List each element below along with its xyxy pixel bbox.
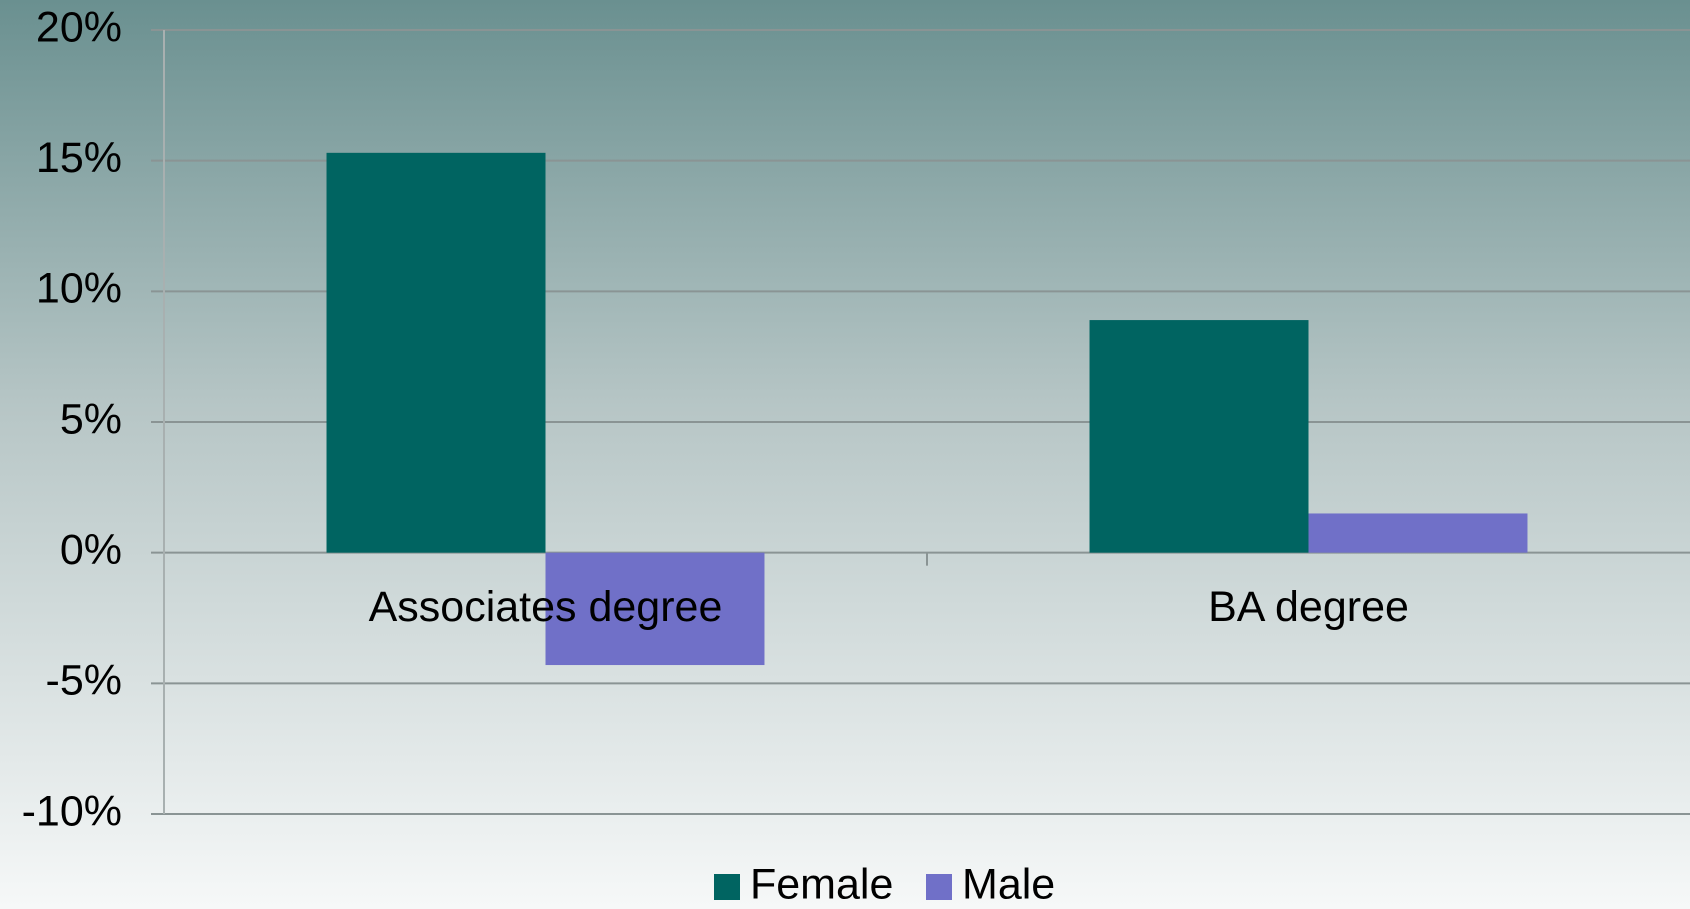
bar — [326, 152, 546, 553]
y-tick-label: 0% — [60, 526, 122, 574]
y-tick-label: 15% — [36, 134, 122, 182]
y-tick-label: 5% — [60, 395, 122, 443]
legend-swatch — [714, 874, 740, 900]
y-tick-label: -5% — [46, 657, 122, 705]
x-tick-label: BA degree — [1208, 583, 1409, 631]
legend-label: Male — [962, 860, 1055, 908]
legend-label: Female — [750, 860, 893, 908]
y-tick-label: -10% — [22, 787, 122, 835]
y-tick-label: 20% — [36, 3, 122, 51]
x-tick-label: Associates degree — [369, 583, 723, 631]
bar — [1089, 320, 1309, 553]
y-tick-label: 10% — [36, 265, 122, 313]
bar — [545, 552, 765, 666]
bar — [1308, 513, 1528, 553]
legend-swatch — [926, 874, 952, 900]
